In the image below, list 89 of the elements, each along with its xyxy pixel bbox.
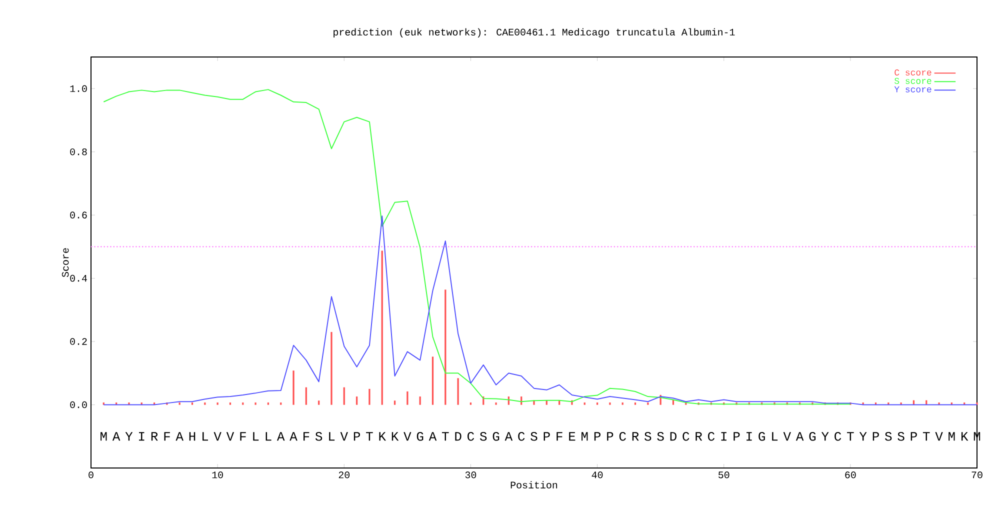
annotation: F bbox=[164, 432, 170, 441]
annotation: C bbox=[834, 432, 842, 441]
annotation: E bbox=[569, 432, 576, 441]
annotation: G bbox=[492, 432, 500, 441]
y-tick-label: 0.8 bbox=[70, 148, 87, 156]
annotation: Y bbox=[859, 432, 867, 441]
annotation: S bbox=[480, 432, 487, 441]
annotation: V bbox=[404, 432, 412, 441]
annotation: S bbox=[644, 432, 652, 441]
y-tick-label: 0.2 bbox=[70, 338, 87, 345]
annotation: P bbox=[910, 432, 917, 441]
y-tick-label: 0.0 bbox=[70, 401, 87, 408]
annotation: I bbox=[139, 432, 144, 441]
annotation: L bbox=[266, 432, 272, 441]
annotation: A bbox=[796, 432, 804, 441]
annotation: S bbox=[885, 432, 892, 441]
annotation: A bbox=[290, 432, 298, 441]
annotation: I bbox=[746, 432, 752, 441]
annotation: L bbox=[772, 432, 778, 441]
annotation: K bbox=[379, 432, 386, 441]
annotation: R bbox=[632, 432, 639, 441]
x-tick-label: 10 bbox=[212, 472, 223, 478]
legend-label: Y score bbox=[894, 86, 932, 92]
annotation: V bbox=[214, 432, 222, 441]
annotation: G bbox=[809, 432, 816, 441]
annotation: C bbox=[468, 432, 474, 441]
annotation: M bbox=[948, 432, 955, 441]
annotation: T bbox=[366, 432, 373, 441]
annotation: C bbox=[518, 432, 525, 441]
x-tick-label: 20 bbox=[338, 472, 350, 478]
x-tick-label: 30 bbox=[465, 472, 476, 478]
annotation: T bbox=[847, 432, 854, 441]
annotation: C bbox=[682, 432, 690, 441]
x-tick-label: 50 bbox=[718, 472, 730, 478]
x-tick-label: 70 bbox=[972, 472, 982, 478]
annotation: T bbox=[442, 432, 449, 441]
y-tick-label: 1.0 bbox=[70, 85, 87, 92]
annotation: P bbox=[544, 432, 550, 441]
annotation: A bbox=[176, 432, 184, 441]
annotation: S bbox=[315, 432, 322, 441]
annotation: F bbox=[304, 432, 310, 441]
annotation: P bbox=[607, 432, 614, 441]
annotation: A bbox=[276, 432, 285, 441]
annotation: A bbox=[504, 432, 513, 441]
annotation: S bbox=[657, 432, 664, 441]
annotation: K bbox=[961, 432, 968, 441]
annotation: L bbox=[329, 432, 335, 441]
annotation: K bbox=[392, 432, 399, 441]
annotation: P bbox=[594, 432, 600, 441]
annotation: H bbox=[189, 432, 196, 441]
annotation: Y bbox=[125, 432, 133, 441]
annotation: R bbox=[151, 432, 158, 441]
annotation: G bbox=[416, 432, 424, 441]
annotation: V bbox=[340, 432, 348, 441]
annotation: D bbox=[670, 432, 676, 441]
annotation: V bbox=[226, 432, 234, 441]
annotation: G bbox=[758, 432, 765, 441]
annotation: D bbox=[455, 432, 462, 441]
annotation: V bbox=[783, 432, 791, 441]
annotation: M bbox=[582, 432, 588, 441]
x-tick-label: 40 bbox=[592, 472, 603, 478]
x-tick-label: 0 bbox=[88, 472, 94, 478]
annotation: A bbox=[112, 432, 120, 441]
x-tick-label: 60 bbox=[845, 472, 856, 478]
annotation: S bbox=[898, 432, 904, 441]
annotation: S bbox=[530, 432, 538, 441]
legend-label: S score bbox=[894, 78, 932, 84]
annotation: P bbox=[734, 432, 740, 441]
y-axis-title: Score bbox=[62, 248, 69, 278]
annotation: C bbox=[708, 432, 715, 441]
annotation: L bbox=[253, 432, 259, 441]
chart-title: prediction (euk networks): CAE00461.1 Medicago truncatula Albumin-1 bbox=[334, 28, 735, 38]
annotation: M bbox=[100, 432, 107, 441]
annotation: C bbox=[619, 432, 626, 441]
annotation: F bbox=[240, 432, 246, 441]
annotation: T bbox=[922, 432, 930, 441]
y-tick-label: 0.4 bbox=[70, 274, 87, 282]
annotation: V bbox=[935, 432, 943, 441]
legend-label: C score bbox=[894, 69, 932, 76]
annotation: A bbox=[428, 432, 437, 441]
annotation: P bbox=[354, 432, 360, 441]
x-axis-title: Position bbox=[510, 481, 558, 488]
annotation: F bbox=[556, 432, 562, 441]
annotation: R bbox=[696, 432, 702, 441]
annotation: I bbox=[721, 432, 726, 441]
y-tick-label: 0.6 bbox=[70, 212, 87, 218]
annotation: Y bbox=[821, 432, 829, 441]
annotation: P bbox=[872, 432, 879, 441]
annotation: L bbox=[202, 432, 208, 441]
